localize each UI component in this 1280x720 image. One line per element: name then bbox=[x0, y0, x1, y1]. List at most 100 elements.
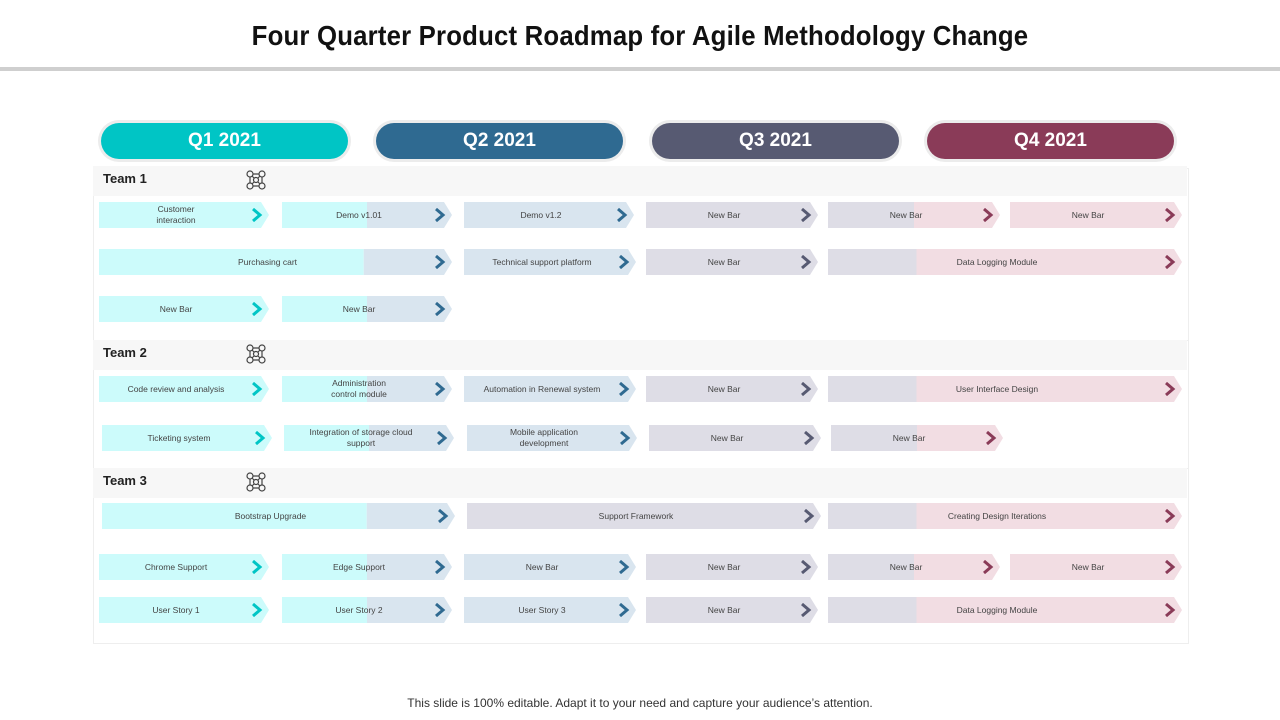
roadmap-bar[interactable]: Creating Design Iterations bbox=[828, 503, 1182, 529]
roadmap-bar[interactable]: Administration control module bbox=[282, 376, 452, 402]
chevron-right-icon bbox=[435, 560, 446, 574]
chevron-right-icon bbox=[1165, 560, 1176, 574]
roadmap-bar[interactable]: New Bar bbox=[646, 376, 818, 402]
team-1-label: Team 1 bbox=[103, 171, 147, 186]
roadmap-bar[interactable]: New Bar bbox=[646, 202, 818, 228]
roadmap-bar[interactable]: New Bar bbox=[828, 202, 1000, 228]
roadmap-bar[interactable]: User Interface Design bbox=[828, 376, 1182, 402]
chevron-right-icon bbox=[801, 603, 812, 617]
team-2-label: Team 2 bbox=[103, 345, 147, 360]
chevron-right-icon bbox=[252, 208, 263, 222]
bar-shape bbox=[284, 425, 454, 451]
bar-shape bbox=[99, 597, 269, 623]
chevron-right-icon bbox=[435, 302, 446, 316]
roadmap-bar[interactable]: New Bar bbox=[831, 425, 1003, 451]
bar-shape bbox=[1010, 202, 1182, 228]
roadmap-bar[interactable]: Demo v1.01 bbox=[282, 202, 452, 228]
roadmap-bar[interactable]: New Bar bbox=[1010, 554, 1182, 580]
chevron-right-icon bbox=[619, 560, 630, 574]
bar-label: Ticketing system bbox=[147, 432, 211, 443]
roadmap-bar[interactable]: New Bar bbox=[649, 425, 821, 451]
team-2-header: Team 2 bbox=[93, 340, 1187, 370]
chevron-right-icon bbox=[435, 208, 446, 222]
roadmap-bar[interactable]: Customer interaction bbox=[99, 202, 269, 228]
roadmap-bar[interactable]: New Bar bbox=[828, 554, 1000, 580]
roadmap-bar[interactable]: User Story 3 bbox=[464, 597, 636, 623]
bar-shape bbox=[99, 202, 269, 228]
team-3-label: Team 3 bbox=[103, 473, 147, 488]
bar-label: User Story 1 bbox=[152, 604, 200, 615]
bar-shape bbox=[464, 202, 634, 228]
roadmap-bar[interactable]: Ticketing system bbox=[102, 425, 272, 451]
bar-shape bbox=[282, 376, 452, 402]
roadmap-bar[interactable]: Data Logging Module bbox=[828, 249, 1182, 275]
chevron-right-icon bbox=[252, 302, 263, 316]
team-1-header: Team 1 bbox=[93, 166, 1187, 196]
roadmap-bar[interactable]: Technical support platform bbox=[464, 249, 636, 275]
roadmap-bar[interactable]: Chrome Support bbox=[99, 554, 269, 580]
bar-shape bbox=[99, 376, 269, 402]
bar-shape bbox=[464, 554, 636, 580]
bar-label: New Bar bbox=[1071, 561, 1105, 572]
roadmap-bar[interactable]: Integration of storage cloud support bbox=[284, 425, 454, 451]
bar-shape bbox=[828, 503, 1182, 529]
roadmap-bar[interactable]: Demo v1.2 bbox=[464, 202, 634, 228]
chevron-right-icon bbox=[1165, 382, 1176, 396]
bar-shape bbox=[646, 202, 818, 228]
quarter-header-q3: Q3 2021 bbox=[652, 123, 899, 159]
bar-label: New Bar bbox=[525, 561, 559, 572]
quarter-header-q1: Q1 2021 bbox=[101, 123, 348, 159]
bar-shape bbox=[467, 425, 637, 451]
roadmap-bar[interactable]: Automation in Renewal system bbox=[464, 376, 636, 402]
roadmap-bar[interactable]: User Story 2 bbox=[282, 597, 452, 623]
chevron-right-icon bbox=[619, 603, 630, 617]
chevron-right-icon bbox=[801, 208, 812, 222]
roadmap-bar[interactable]: Support Framework bbox=[467, 503, 821, 529]
roadmap-bar[interactable]: New Bar bbox=[1010, 202, 1182, 228]
chevron-right-icon bbox=[983, 208, 994, 222]
roadmap-bar[interactable]: Mobile application development bbox=[467, 425, 637, 451]
team-network-icon bbox=[246, 170, 266, 190]
chevron-right-icon bbox=[252, 560, 263, 574]
chevron-right-icon bbox=[1165, 509, 1176, 523]
chevron-right-icon bbox=[252, 382, 263, 396]
chevron-right-icon bbox=[1165, 255, 1176, 269]
bar-shape bbox=[282, 202, 452, 228]
roadmap-bar[interactable]: Code review and analysis bbox=[99, 376, 269, 402]
bar-label: Mobile application development bbox=[509, 427, 579, 448]
roadmap-bar[interactable]: User Story 1 bbox=[99, 597, 269, 623]
bar-shape bbox=[467, 503, 821, 529]
bar-shape bbox=[646, 376, 818, 402]
chevron-right-icon bbox=[986, 431, 997, 445]
bar-label: New Bar bbox=[889, 209, 923, 220]
roadmap-bar[interactable]: New Bar bbox=[99, 296, 269, 322]
bar-shape bbox=[282, 597, 452, 623]
bar-shape bbox=[828, 597, 1182, 623]
bar-label: New Bar bbox=[707, 604, 741, 615]
chevron-right-icon bbox=[983, 560, 994, 574]
roadmap-bar[interactable]: Data Logging Module bbox=[828, 597, 1182, 623]
bar-label: Administration control module bbox=[331, 378, 387, 399]
bar-label: Data Logging Module bbox=[956, 604, 1038, 615]
roadmap-bar[interactable]: New Bar bbox=[646, 554, 818, 580]
bar-shape bbox=[649, 425, 821, 451]
roadmap-bar[interactable]: Bootstrap Upgrade bbox=[102, 503, 455, 529]
roadmap-bar[interactable]: New Bar bbox=[646, 597, 818, 623]
quarter-header-q4: Q4 2021 bbox=[927, 123, 1174, 159]
bar-label: New Bar bbox=[707, 256, 741, 267]
bar-shape bbox=[102, 503, 455, 529]
chevron-right-icon bbox=[620, 431, 631, 445]
bar-label: New Bar bbox=[889, 561, 923, 572]
footer-note: This slide is 100% editable. Adapt it to… bbox=[407, 696, 873, 710]
roadmap-bar[interactable]: New Bar bbox=[646, 249, 818, 275]
roadmap-bar[interactable]: New Bar bbox=[464, 554, 636, 580]
bar-label: Automation in Renewal system bbox=[483, 383, 601, 394]
bar-label: Edge Support bbox=[333, 561, 385, 572]
roadmap-bar[interactable]: Purchasing cart bbox=[99, 249, 452, 275]
chevron-right-icon bbox=[801, 382, 812, 396]
bar-label: User Story 2 bbox=[335, 604, 383, 615]
chevron-right-icon bbox=[435, 382, 446, 396]
roadmap-bar[interactable]: New Bar bbox=[282, 296, 452, 322]
roadmap-bar[interactable]: Edge Support bbox=[282, 554, 452, 580]
bar-label: Customer interaction bbox=[156, 204, 196, 225]
